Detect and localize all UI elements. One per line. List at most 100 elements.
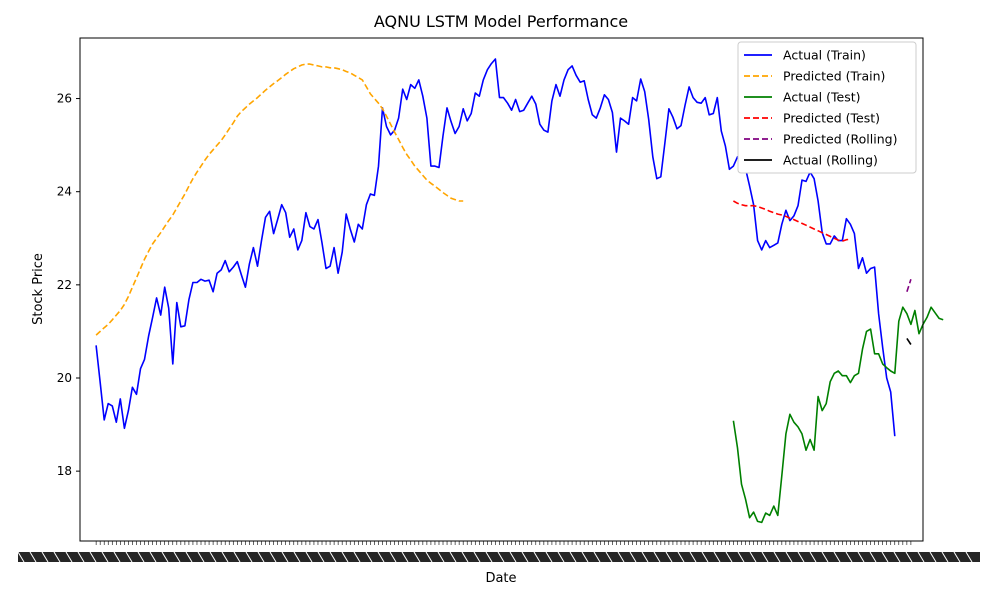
- y-axis: 18 20 22 24 26: [57, 92, 80, 478]
- x-tick-label-glyph: [317, 551, 325, 563]
- x-tick-label-glyph: [149, 551, 157, 563]
- y-tick-label: 20: [57, 371, 72, 385]
- x-tick-label-glyph: [365, 551, 373, 563]
- x-tick-label-glyph: [329, 551, 337, 563]
- x-tick-label-glyph: [701, 551, 709, 563]
- x-tick-label-glyph: [389, 551, 397, 563]
- x-tick-label-glyph: [197, 551, 205, 563]
- x-tick-label-glyph: [281, 551, 289, 563]
- x-tick-label-glyph: [893, 551, 901, 563]
- x-tick-label-glyph: [581, 551, 589, 563]
- x-tick-label-glyph: [497, 551, 505, 563]
- legend-label: Actual (Test): [783, 90, 861, 105]
- x-tick-label-glyph: [761, 551, 769, 563]
- series-line-predicted-train: [95, 63, 464, 336]
- x-tick-label-glyph: [929, 551, 937, 563]
- x-tick-label-glyph: [41, 551, 49, 563]
- x-tick-label-glyph: [65, 551, 73, 563]
- x-tick-label-glyph: [797, 551, 805, 563]
- series-line-actual-rolling: [906, 337, 912, 345]
- legend: Actual (Train) Predicted (Train) Actual (T…: [737, 41, 917, 174]
- x-tick-label-glyph: [557, 551, 565, 563]
- x-tick-label-glyph: [137, 551, 145, 563]
- x-tick-label-glyph: [449, 551, 457, 563]
- x-tick-label-glyph: [425, 551, 433, 563]
- x-tick-label-glyph: [257, 551, 265, 563]
- x-tick-label-glyph: [401, 551, 409, 563]
- x-tick-label-glyph: [857, 551, 865, 563]
- x-tick-label-glyph: [77, 551, 85, 563]
- y-tick-label: 18: [57, 464, 72, 478]
- x-tick-label-glyph: [713, 551, 721, 563]
- x-tick-label-glyph: [485, 551, 493, 563]
- x-tick-label-glyph: [545, 551, 553, 563]
- x-tick-label-glyph: [305, 551, 313, 563]
- legend-label: Predicted (Train): [783, 69, 885, 84]
- x-tick-label-glyph: [689, 551, 697, 563]
- x-tick-label-glyph: [413, 551, 421, 563]
- x-tick-label-glyph: [785, 551, 793, 563]
- y-axis-label: Stock Price: [31, 253, 46, 325]
- y-tick-label: 22: [57, 278, 72, 292]
- x-tick-label-glyph: [749, 551, 757, 563]
- x-tick-label-glyph: [101, 551, 109, 563]
- x-tick-label-glyph: [173, 551, 181, 563]
- x-tick-label-glyph: [89, 551, 97, 563]
- x-tick-label-glyph: [953, 551, 961, 563]
- x-tick-label-glyph: [665, 551, 673, 563]
- x-tick-label-glyph: [653, 551, 661, 563]
- x-tick-label-glyph: [881, 551, 889, 563]
- legend-box: [737, 41, 917, 174]
- x-tick-label-glyph: [245, 551, 253, 563]
- x-tick-label-glyph: [533, 551, 541, 563]
- x-tick-label-glyph: [437, 551, 445, 563]
- legend-label: Predicted (Rolling): [783, 132, 897, 147]
- x-tick-label-glyph: [209, 551, 217, 563]
- series-line-actual-train: [95, 58, 896, 437]
- x-tick-label-glyph: [53, 551, 61, 563]
- x-tick-label-glyph: [341, 551, 349, 563]
- x-tick-label-glyph: [113, 551, 121, 563]
- plot-frame: [79, 37, 924, 542]
- x-tick-label-glyph: [629, 551, 637, 563]
- chart-title: AQNU LSTM Model Performance: [374, 12, 628, 31]
- x-tick-label-glyph: [809, 551, 817, 563]
- legend-label: Actual (Rolling): [783, 153, 878, 168]
- x-tick-label-glyph: [293, 551, 301, 563]
- x-tick-label-glyph: [17, 551, 25, 563]
- x-tick-label-glyph: [641, 551, 649, 563]
- x-tick-label-glyph: [845, 551, 853, 563]
- x-tick-label-glyph: [677, 551, 685, 563]
- legend-label: Predicted (Test): [783, 111, 880, 126]
- x-axis-label: Date: [485, 571, 516, 586]
- x-tick-label-glyph: [725, 551, 733, 563]
- y-tick-label: 24: [57, 185, 72, 199]
- x-tick-label-glyph: [521, 551, 529, 563]
- y-tick-label: 26: [57, 92, 72, 106]
- x-tick-label-glyph: [29, 551, 37, 563]
- x-tick-label-glyph: [833, 551, 841, 563]
- x-tick-label-glyph: [377, 551, 385, 563]
- series-line-predicted-test: [733, 200, 851, 242]
- x-tick-label-glyph: [161, 551, 169, 563]
- x-tick-label-glyph: [965, 551, 973, 563]
- series-line-actual-test: [732, 306, 944, 524]
- x-tick-label-glyph: [353, 551, 361, 563]
- x-tick-label-glyph: [593, 551, 601, 563]
- x-tick-label-glyph: [461, 551, 469, 563]
- x-tick-label-glyph: [917, 551, 925, 563]
- x-tick-label-glyph: [221, 551, 229, 563]
- x-tick-label-glyph: [905, 551, 913, 563]
- x-tick-label-glyph: [737, 551, 745, 563]
- x-tick-label-glyph: [605, 551, 613, 563]
- x-axis: [17, 541, 980, 563]
- x-tick-label-glyph: [125, 551, 133, 563]
- x-tick-label-glyph: [821, 551, 829, 563]
- x-tick-labels-overlap: [18, 552, 980, 562]
- x-tick-label-glyph: [233, 551, 241, 563]
- legend-label: Actual (Train): [783, 48, 866, 63]
- x-tick-label-glyph: [569, 551, 577, 563]
- x-tick-label-glyph: [269, 551, 277, 563]
